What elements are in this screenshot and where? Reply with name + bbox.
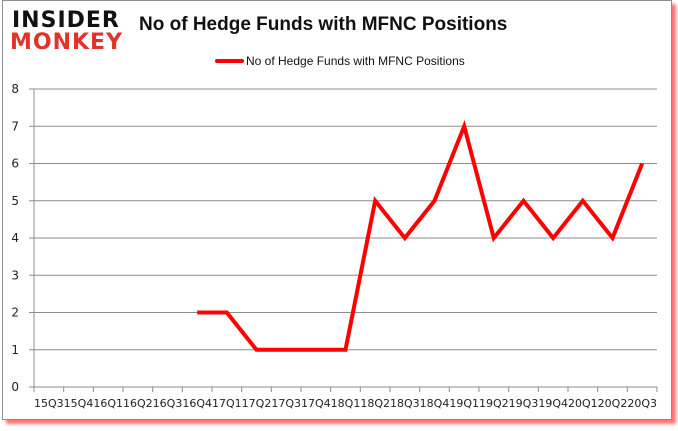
y-tick-label: 0 xyxy=(11,380,19,394)
data-line xyxy=(197,119,645,352)
x-tick-label: 15Q3 xyxy=(34,397,64,410)
x-tick-label: 20Q2 xyxy=(598,397,628,410)
x-tick-label: 18Q1 xyxy=(331,397,361,410)
x-tick-label: 19Q2 xyxy=(479,397,509,410)
y-tick-label: 1 xyxy=(11,343,19,357)
legend-line-swatch-icon xyxy=(215,59,244,63)
x-tick-label: 16Q3 xyxy=(153,397,183,410)
logo-line-2: MONKEY xyxy=(10,30,124,55)
y-tick-label: 6 xyxy=(11,157,19,171)
y-tick-label: 2 xyxy=(11,306,19,320)
y-tick-label: 5 xyxy=(11,194,19,208)
x-tick-label: 17Q1 xyxy=(212,397,242,410)
x-tick-label: 18Q2 xyxy=(360,397,390,410)
insider-monkey-logo: INSIDER MONKEY xyxy=(8,8,128,55)
x-tick-label: 17Q4 xyxy=(301,397,331,410)
x-tick-label: 17Q2 xyxy=(242,397,272,410)
x-tick-label: 15Q4 xyxy=(64,397,94,410)
gridlines xyxy=(29,88,657,388)
x-tick-label: 19Q1 xyxy=(449,397,479,410)
y-tick-label: 3 xyxy=(11,268,19,282)
x-tick-label: 20Q1 xyxy=(568,397,598,410)
x-tick-label: 20Q3 xyxy=(627,397,657,410)
chart-legend: No of Hedge Funds with MFNC Positions xyxy=(215,53,465,69)
y-tick-label: 4 xyxy=(11,231,19,245)
logo-line-1: INSIDER xyxy=(12,8,120,33)
y-tick-label: 8 xyxy=(11,82,19,96)
x-tick-label: 19Q3 xyxy=(509,397,539,410)
chart-title: No of Hedge Funds with MFNC Positions xyxy=(139,14,508,35)
x-tick-label: 18Q3 xyxy=(390,397,420,410)
x-tick-label: 19Q4 xyxy=(538,397,568,410)
y-tick-label: 7 xyxy=(11,119,19,133)
axes xyxy=(33,89,658,392)
x-axis-ticks: 15Q3 15Q4 16Q1 16Q2 16Q3 16Q4 17Q1 17Q2 17Q3 17Q4… xyxy=(34,397,657,410)
x-tick-label: 16Q2 xyxy=(123,397,153,410)
x-tick-label: 17Q3 xyxy=(271,397,301,410)
x-tick-label: 16Q4 xyxy=(182,397,212,410)
x-tick-label: 18Q4 xyxy=(420,397,450,410)
legend-label: No of Hedge Funds with MFNC Positions xyxy=(246,54,465,68)
x-tick-label: 16Q1 xyxy=(93,397,123,410)
y-axis-ticks: 0 1 2 3 4 5 6 7 8 xyxy=(11,82,19,394)
